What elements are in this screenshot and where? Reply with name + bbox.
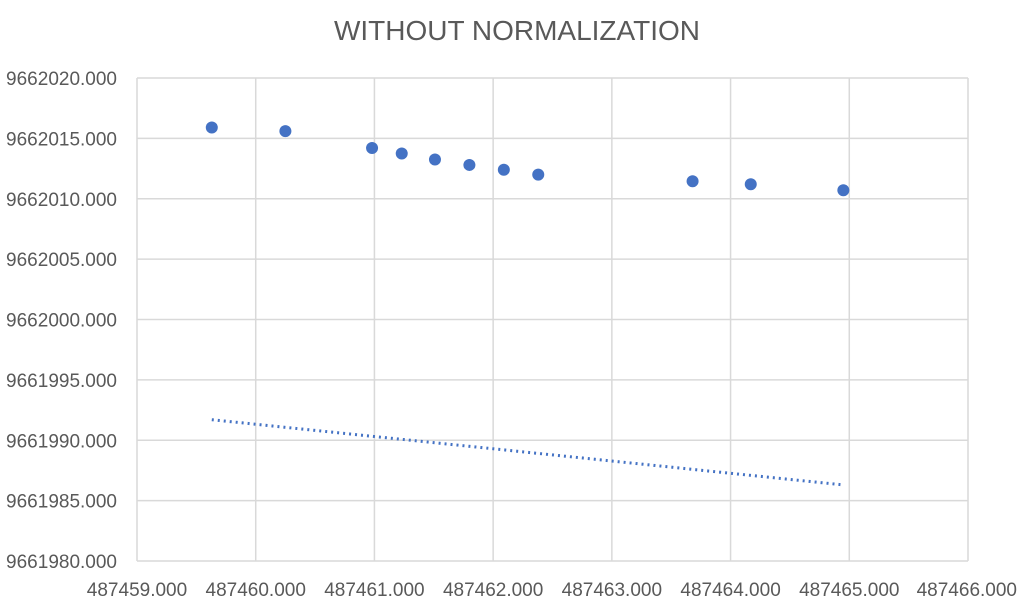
x-tick-label: 487465.000: [799, 580, 899, 601]
data-point: [532, 168, 545, 181]
x-tick-label: 487460.000: [206, 580, 306, 601]
chart-title: WITHOUT NORMALIZATION: [334, 15, 700, 46]
y-tick-label: 9662000.000: [6, 311, 117, 332]
x-tick-label: 487466.000: [917, 580, 1017, 601]
data-point: [428, 153, 441, 166]
x-axis-tick-labels: 487459.000 487460.000 487461.000 487462.000…: [87, 580, 1017, 601]
data-point: [366, 142, 379, 155]
data-point: [497, 163, 510, 176]
x-tick-label: 487459.000: [87, 580, 187, 601]
trendline-layer: [211, 418, 844, 487]
y-axis-tick-labels: 9661980.000 9661985.000 9661990.000 9661995…: [6, 69, 117, 573]
y-tick-label: 9662020.000: [6, 69, 117, 90]
data-points: [205, 121, 850, 197]
data-point: [395, 147, 408, 160]
data-point: [463, 158, 476, 171]
x-tick-label: 487461.000: [324, 580, 424, 601]
data-point: [744, 178, 757, 191]
y-tick-label: 9661995.000: [6, 371, 117, 392]
data-point: [279, 125, 292, 138]
y-tick-label: 9662005.000: [6, 250, 117, 271]
x-tick-label: 487462.000: [443, 580, 543, 601]
data-point: [205, 121, 218, 134]
gridlines: [136, 77, 969, 562]
data-point: [837, 184, 850, 197]
x-tick-label: 487464.000: [680, 580, 780, 601]
y-tick-label: 9661985.000: [6, 492, 117, 513]
data-point: [686, 175, 699, 188]
y-tick-label: 9661990.000: [6, 431, 117, 452]
y-tick-label: 9661980.000: [6, 552, 117, 573]
x-tick-label: 487463.000: [562, 580, 662, 601]
y-tick-label: 9662015.000: [6, 129, 117, 150]
trendline: [211, 418, 844, 487]
y-tick-label: 9662010.000: [6, 190, 117, 211]
